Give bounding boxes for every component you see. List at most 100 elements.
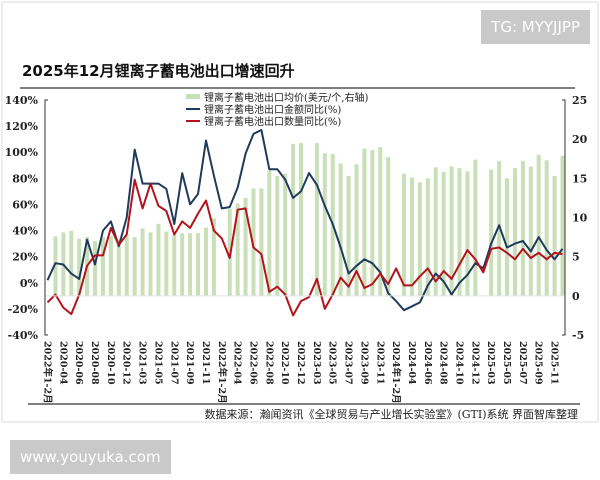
left-tick-label: 140% [5,94,39,107]
left-tick-label: 20% [12,251,38,264]
x-tick-label: 2021-09 [184,341,195,385]
left-tick-label: 100% [5,146,39,159]
watermark-top: TG: MYYJJPP [481,10,590,44]
x-tick-label: 2025-05 [501,341,512,385]
left-tick-label: 60% [12,198,38,211]
x-tick-label: 2025-09 [533,341,544,385]
x-tick-label: 2025-07 [517,341,528,385]
bar [69,230,74,296]
bar [354,164,359,296]
bar [370,150,375,296]
bar [235,203,240,296]
x-tick-label: 2022-12 [295,341,306,385]
left-tick-label: 0% [20,277,39,290]
x-tick-label: 2024-08 [438,341,449,385]
bar [124,234,129,296]
bar [362,148,367,296]
bar [93,241,98,296]
bar [425,178,430,296]
x-tick-label: 2024-10 [454,341,465,385]
x-tick-label: 2023-09 [358,341,369,385]
legend-label: 锂离子蓄电池出口数量同比(%) [204,115,341,128]
left-tick-label: 80% [12,172,38,185]
x-tick-label: 2024年1-2月 [390,341,402,404]
bar [409,177,414,296]
left-tick-label: 40% [12,225,38,238]
x-tick-label: 2020-12 [121,341,132,385]
x-tick-label: 2024-12 [469,341,480,385]
bar [489,169,494,296]
bar [346,175,351,296]
bar [267,170,272,296]
left-tick-label: 120% [5,120,39,133]
bar [386,157,391,296]
bar [497,161,502,296]
x-tick-label: 2021-07 [168,341,179,385]
bar [164,231,169,296]
quantity-yoy-line [46,178,563,317]
bar [148,232,153,296]
watermark-bottom: www.youyuka.com [10,440,171,474]
bar [275,175,280,296]
left-axis [44,99,48,336]
bar [251,188,256,296]
x-tick-label: 2020-08 [89,341,100,385]
x-tick-label: 2021-05 [152,341,163,385]
right-tick-label: 20 [572,133,588,146]
x-tick-label: 2022-06 [248,341,259,385]
x-tick-label: 2022年1-2月 [216,341,228,404]
bar [441,172,446,296]
source-note: 数据来源：瀚闻资讯《全球贸易与产业增长实验室》(GTI)系统 界面智库整理 [204,407,578,421]
bar [338,163,343,296]
x-tick-label: 2023-07 [343,341,354,385]
bar [322,153,327,296]
bar [203,227,208,296]
bar [156,223,161,296]
bar [457,168,462,296]
bar [505,178,510,296]
x-tick-label: 2021-03 [137,341,148,385]
bar [211,218,216,296]
legend-label: 锂离子蓄电池出口金额同比(%) [204,103,341,116]
x-tick-label: 2023-11 [374,341,385,385]
x-tick-label: 2021-11 [200,341,211,385]
bar [544,160,549,296]
bar [116,239,121,296]
bar [449,166,454,296]
bar [402,173,407,296]
left-tick-label: -40% [8,329,39,342]
right-tick-label: 25 [572,94,587,107]
bar [314,143,319,296]
bar [473,159,478,296]
x-tick-label: 2025-03 [485,341,496,385]
right-tick-label: 0 [572,290,580,303]
bar [552,175,557,296]
x-tick-label: 2022-10 [279,341,290,385]
legend-label: 锂离子蓄电池出口均价(美元/个,右轴) [204,91,368,104]
bar [520,161,525,296]
bar [259,188,264,296]
bar [188,233,193,296]
bar [560,155,565,296]
bar [243,197,248,296]
left-tick-label: -20% [8,303,39,316]
bar [180,233,185,296]
x-tick-label: 2023-05 [327,341,338,385]
x-tick-label: 2020-04 [57,341,68,385]
bar [100,237,105,296]
legend: 锂离子蓄电池出口均价(美元/个,右轴)锂离子蓄电池出口金额同比(%)锂离子蓄电池… [186,91,368,128]
bar [172,234,177,296]
amount-yoy-line [46,129,564,312]
right-tick-label: 5 [572,251,580,264]
bar [465,171,470,296]
legend-swatch-price [186,94,200,99]
bar [196,233,201,296]
bar [378,147,383,296]
x-tick-label: 2020-10 [105,341,116,385]
bar [77,238,82,296]
x-tick-label: 2024-06 [422,341,433,385]
x-tick-label: 2022年1-2月 [42,341,54,404]
right-tick-label: -5 [572,329,584,342]
right-tick-label: 10 [572,212,588,225]
bar [417,182,422,296]
